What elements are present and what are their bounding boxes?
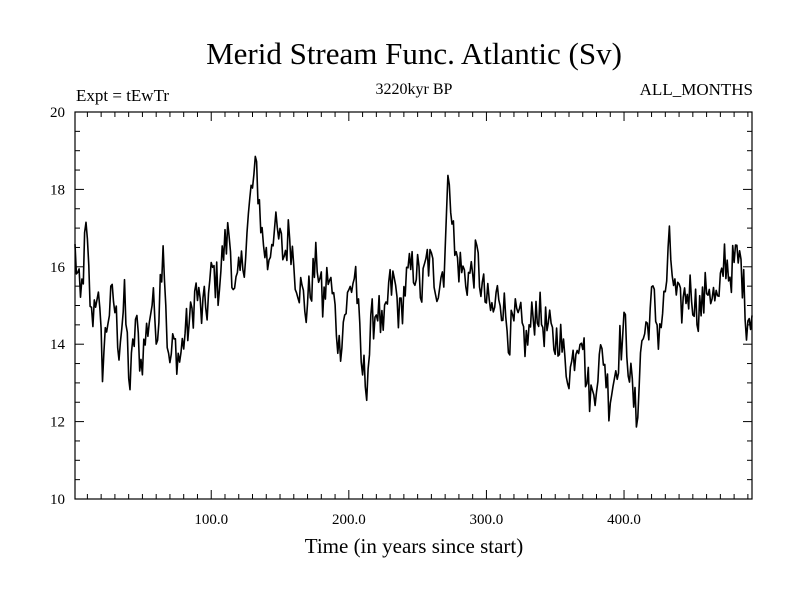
y-tick-labels: 10 12 14 16 18 20 [50,105,66,508]
experiment-label: Expt = tEwTr [76,86,169,105]
series-line [74,155,753,428]
x-tick-label: 400.0 [607,512,641,528]
chart-title: Merid Stream Func. Atlantic (Sv) [206,36,622,71]
y-tick-label: 14 [50,337,66,353]
y-tick-label: 20 [50,105,65,121]
x-tick-label: 100.0 [194,512,228,528]
x-axis-label: Time (in years since start) [305,534,524,558]
chart-subtitle: 3220kyr BP [376,81,453,98]
x-tick-label: 200.0 [332,512,366,528]
y-tick-label: 10 [50,492,65,508]
y-tick-label: 18 [50,182,65,198]
plot-frame [74,111,753,500]
y-tick-label: 12 [50,415,65,431]
months-label: ALL_MONTHS [640,80,753,99]
x-tick-label: 300.0 [470,512,504,528]
y-tick-label: 16 [50,260,66,276]
x-tick-labels: 100.0 200.0 300.0 400.0 [194,512,641,528]
x-ticks [86,112,749,499]
